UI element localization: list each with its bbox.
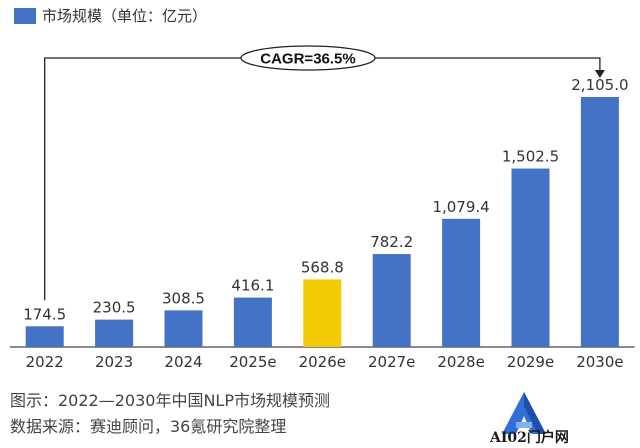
bar <box>164 310 203 347</box>
bar-value-label: 1,502.5 <box>502 148 559 166</box>
bar-value-label: 230.5 <box>93 299 136 317</box>
x-tick-label: 2025e <box>229 353 276 371</box>
x-tick-label: 2027e <box>368 353 415 371</box>
bar <box>303 279 342 347</box>
x-tick-label: 2022 <box>26 353 64 371</box>
x-tick-label: 2023 <box>95 353 133 371</box>
bar-value-label: 1,079.4 <box>432 198 489 216</box>
bar-value-label: 416.1 <box>231 277 274 295</box>
cagr-label: CAGR=36.5% <box>260 51 355 68</box>
x-tick-label: 2029e <box>507 353 554 371</box>
bar <box>580 97 619 347</box>
bar <box>511 168 550 347</box>
watermark-logo: AI02门户网 <box>489 392 569 444</box>
bar <box>95 319 134 347</box>
legend-label: 市场规模（单位：亿元） <box>42 7 208 25</box>
watermark-text: AI02门户网 <box>489 429 569 444</box>
data-source: 数据来源：赛迪顾问，36氪研究院整理 <box>10 417 287 436</box>
chart-caption: 图示：2022—2030年中国NLP市场规模预测 <box>10 391 330 410</box>
bar <box>372 254 411 347</box>
cagr-arrowhead <box>594 70 605 78</box>
bar-value-label: 174.5 <box>23 305 66 323</box>
bar-value-label: 2,105.0 <box>571 76 628 94</box>
a-logo-icon <box>502 392 546 434</box>
bar-value-label: 568.8 <box>301 258 344 276</box>
bar <box>233 297 272 347</box>
bar-chart: 174.5 2022 230.5 2023 308.5 2024 416.1 2025e 568… <box>10 45 635 371</box>
x-tick-label: 2028e <box>437 353 484 371</box>
bar-value-label: 782.2 <box>370 233 413 251</box>
x-tick-label: 2026e <box>299 353 346 371</box>
x-tick-label: 2030e <box>576 353 623 371</box>
chart-footer: 图示：2022—2030年中国NLP市场规模预测 数据来源：赛迪顾问，36氪研究… <box>10 388 330 440</box>
cagr-oval <box>240 45 376 71</box>
chart-legend: 市场规模（单位：亿元） <box>14 5 207 26</box>
x-tick-label: 2024 <box>164 353 202 371</box>
bar-value-label: 308.5 <box>162 289 205 307</box>
bar <box>25 326 64 347</box>
legend-swatch <box>14 7 36 24</box>
bar <box>442 218 481 347</box>
